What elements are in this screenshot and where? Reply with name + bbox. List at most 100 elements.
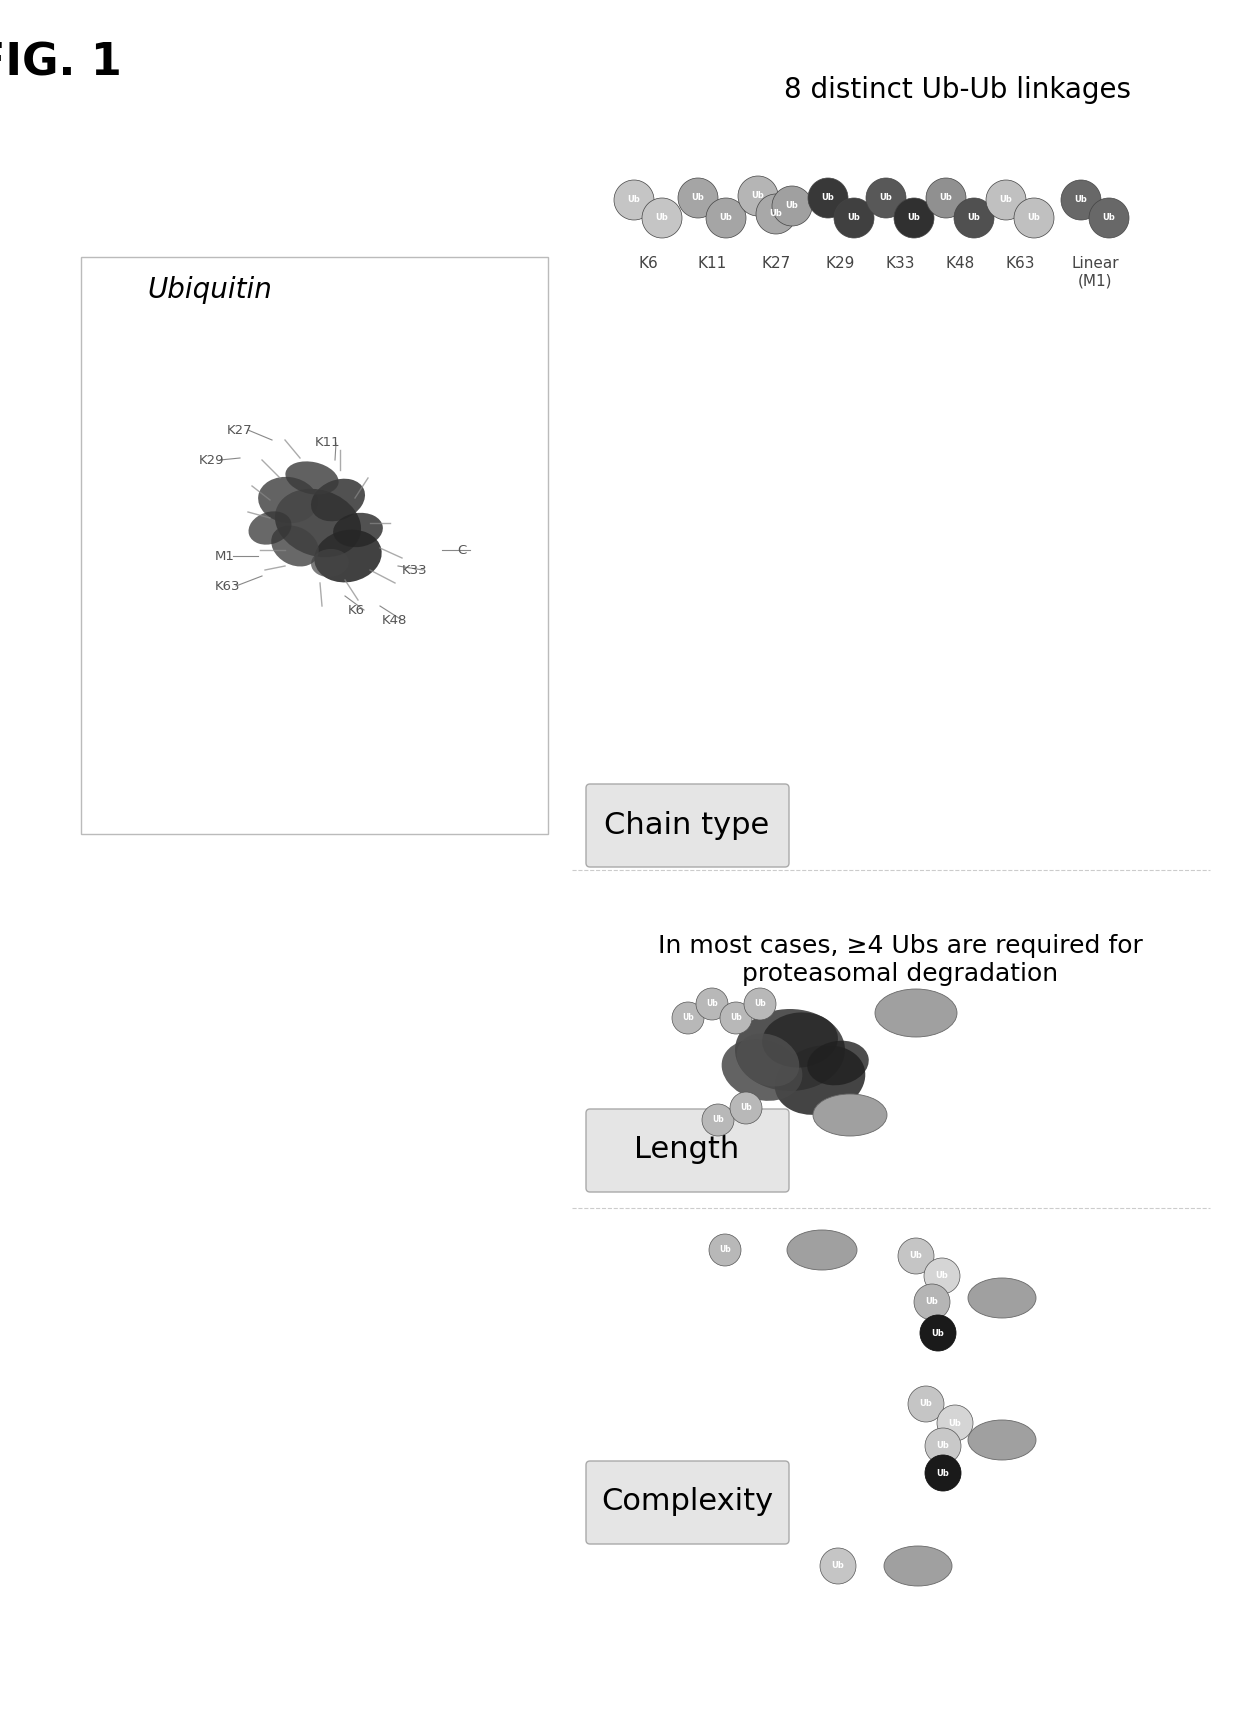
Circle shape: [614, 180, 653, 220]
Text: K33: K33: [885, 256, 915, 271]
Ellipse shape: [875, 990, 957, 1038]
Circle shape: [738, 175, 777, 216]
Text: Ub: Ub: [822, 194, 835, 203]
Circle shape: [706, 198, 746, 239]
Circle shape: [926, 179, 966, 218]
Circle shape: [678, 179, 718, 218]
Text: Ub: Ub: [931, 1328, 945, 1338]
Text: Ub: Ub: [682, 1014, 694, 1022]
Text: Ub: Ub: [832, 1562, 844, 1570]
Circle shape: [1061, 180, 1101, 220]
Circle shape: [925, 1428, 961, 1464]
Text: Ub: Ub: [940, 194, 952, 203]
FancyBboxPatch shape: [587, 1110, 789, 1192]
Text: K6: K6: [347, 603, 365, 617]
Circle shape: [773, 186, 812, 227]
Text: In most cases, ≥4 Ubs are required for
proteasomal degradation: In most cases, ≥4 Ubs are required for p…: [657, 935, 1142, 986]
Ellipse shape: [813, 1094, 887, 1136]
FancyBboxPatch shape: [81, 258, 548, 833]
Text: Ub: Ub: [692, 194, 704, 203]
Circle shape: [702, 1105, 734, 1136]
Ellipse shape: [334, 512, 383, 548]
Circle shape: [1089, 198, 1128, 239]
Ellipse shape: [258, 478, 317, 524]
Ellipse shape: [775, 1045, 866, 1115]
Text: Ub: Ub: [949, 1419, 961, 1428]
Circle shape: [1014, 198, 1054, 239]
Text: Ub: Ub: [936, 1441, 950, 1450]
Text: Ub: Ub: [848, 213, 861, 223]
Text: Ub: Ub: [908, 213, 920, 223]
Ellipse shape: [311, 550, 348, 577]
Circle shape: [914, 1283, 950, 1319]
Text: Ub: Ub: [754, 1000, 766, 1008]
Ellipse shape: [314, 529, 382, 582]
Ellipse shape: [968, 1421, 1035, 1460]
FancyBboxPatch shape: [587, 783, 789, 868]
Text: 8 distinct Ub-Ub linkages: 8 distinct Ub-Ub linkages: [785, 76, 1131, 105]
Ellipse shape: [248, 512, 291, 545]
Ellipse shape: [722, 1039, 802, 1101]
Text: K63: K63: [216, 579, 241, 593]
Circle shape: [925, 1455, 961, 1491]
Ellipse shape: [735, 1008, 844, 1091]
Text: Ub: Ub: [751, 191, 764, 201]
Text: Ub: Ub: [1075, 196, 1087, 204]
Text: K29: K29: [200, 454, 224, 467]
Text: K11: K11: [697, 256, 727, 271]
Circle shape: [808, 179, 848, 218]
Circle shape: [709, 1234, 742, 1266]
Text: K29: K29: [826, 256, 854, 271]
Text: Ub: Ub: [967, 213, 981, 223]
Ellipse shape: [285, 462, 339, 495]
Circle shape: [924, 1258, 960, 1294]
Circle shape: [866, 179, 906, 218]
Circle shape: [898, 1239, 934, 1275]
Text: Ubiquitin: Ubiquitin: [148, 277, 273, 304]
Text: Ub: Ub: [936, 1469, 950, 1477]
Ellipse shape: [968, 1278, 1035, 1318]
Text: Ub: Ub: [719, 1246, 730, 1254]
Circle shape: [696, 988, 728, 1020]
Circle shape: [730, 1093, 763, 1124]
Ellipse shape: [807, 1041, 869, 1086]
Ellipse shape: [884, 1546, 952, 1586]
Ellipse shape: [311, 479, 365, 521]
Circle shape: [720, 1002, 751, 1034]
Text: Length: Length: [635, 1136, 739, 1165]
Text: K11: K11: [315, 436, 341, 450]
Circle shape: [744, 988, 776, 1020]
Text: Ub: Ub: [627, 196, 640, 204]
Text: Complexity: Complexity: [601, 1488, 773, 1517]
Text: Ub: Ub: [925, 1297, 939, 1306]
Text: Ub: Ub: [910, 1251, 923, 1261]
Circle shape: [835, 198, 874, 239]
Ellipse shape: [272, 526, 319, 567]
Circle shape: [920, 1314, 956, 1350]
Text: Ub: Ub: [920, 1400, 932, 1409]
Text: K6: K6: [639, 256, 658, 271]
Circle shape: [908, 1386, 944, 1423]
Text: Ub: Ub: [730, 1014, 742, 1022]
Ellipse shape: [275, 490, 361, 557]
Text: K48: K48: [945, 256, 975, 271]
Text: Ub: Ub: [656, 213, 668, 223]
Circle shape: [937, 1405, 973, 1441]
Ellipse shape: [763, 1012, 838, 1067]
Text: Ub: Ub: [786, 201, 799, 211]
Text: Ub: Ub: [719, 213, 733, 223]
Text: Ub: Ub: [1102, 213, 1115, 223]
Text: Chain type: Chain type: [604, 811, 770, 840]
Text: C: C: [458, 543, 466, 557]
Circle shape: [756, 194, 796, 234]
Ellipse shape: [737, 1034, 800, 1086]
Text: FIG. 1: FIG. 1: [0, 41, 122, 84]
Text: M1: M1: [215, 550, 234, 562]
Text: K27: K27: [227, 424, 253, 436]
Text: K63: K63: [1006, 256, 1034, 271]
Circle shape: [820, 1548, 856, 1584]
Text: Ub: Ub: [706, 1000, 718, 1008]
Circle shape: [954, 198, 994, 239]
Ellipse shape: [787, 1230, 857, 1270]
Circle shape: [642, 198, 682, 239]
